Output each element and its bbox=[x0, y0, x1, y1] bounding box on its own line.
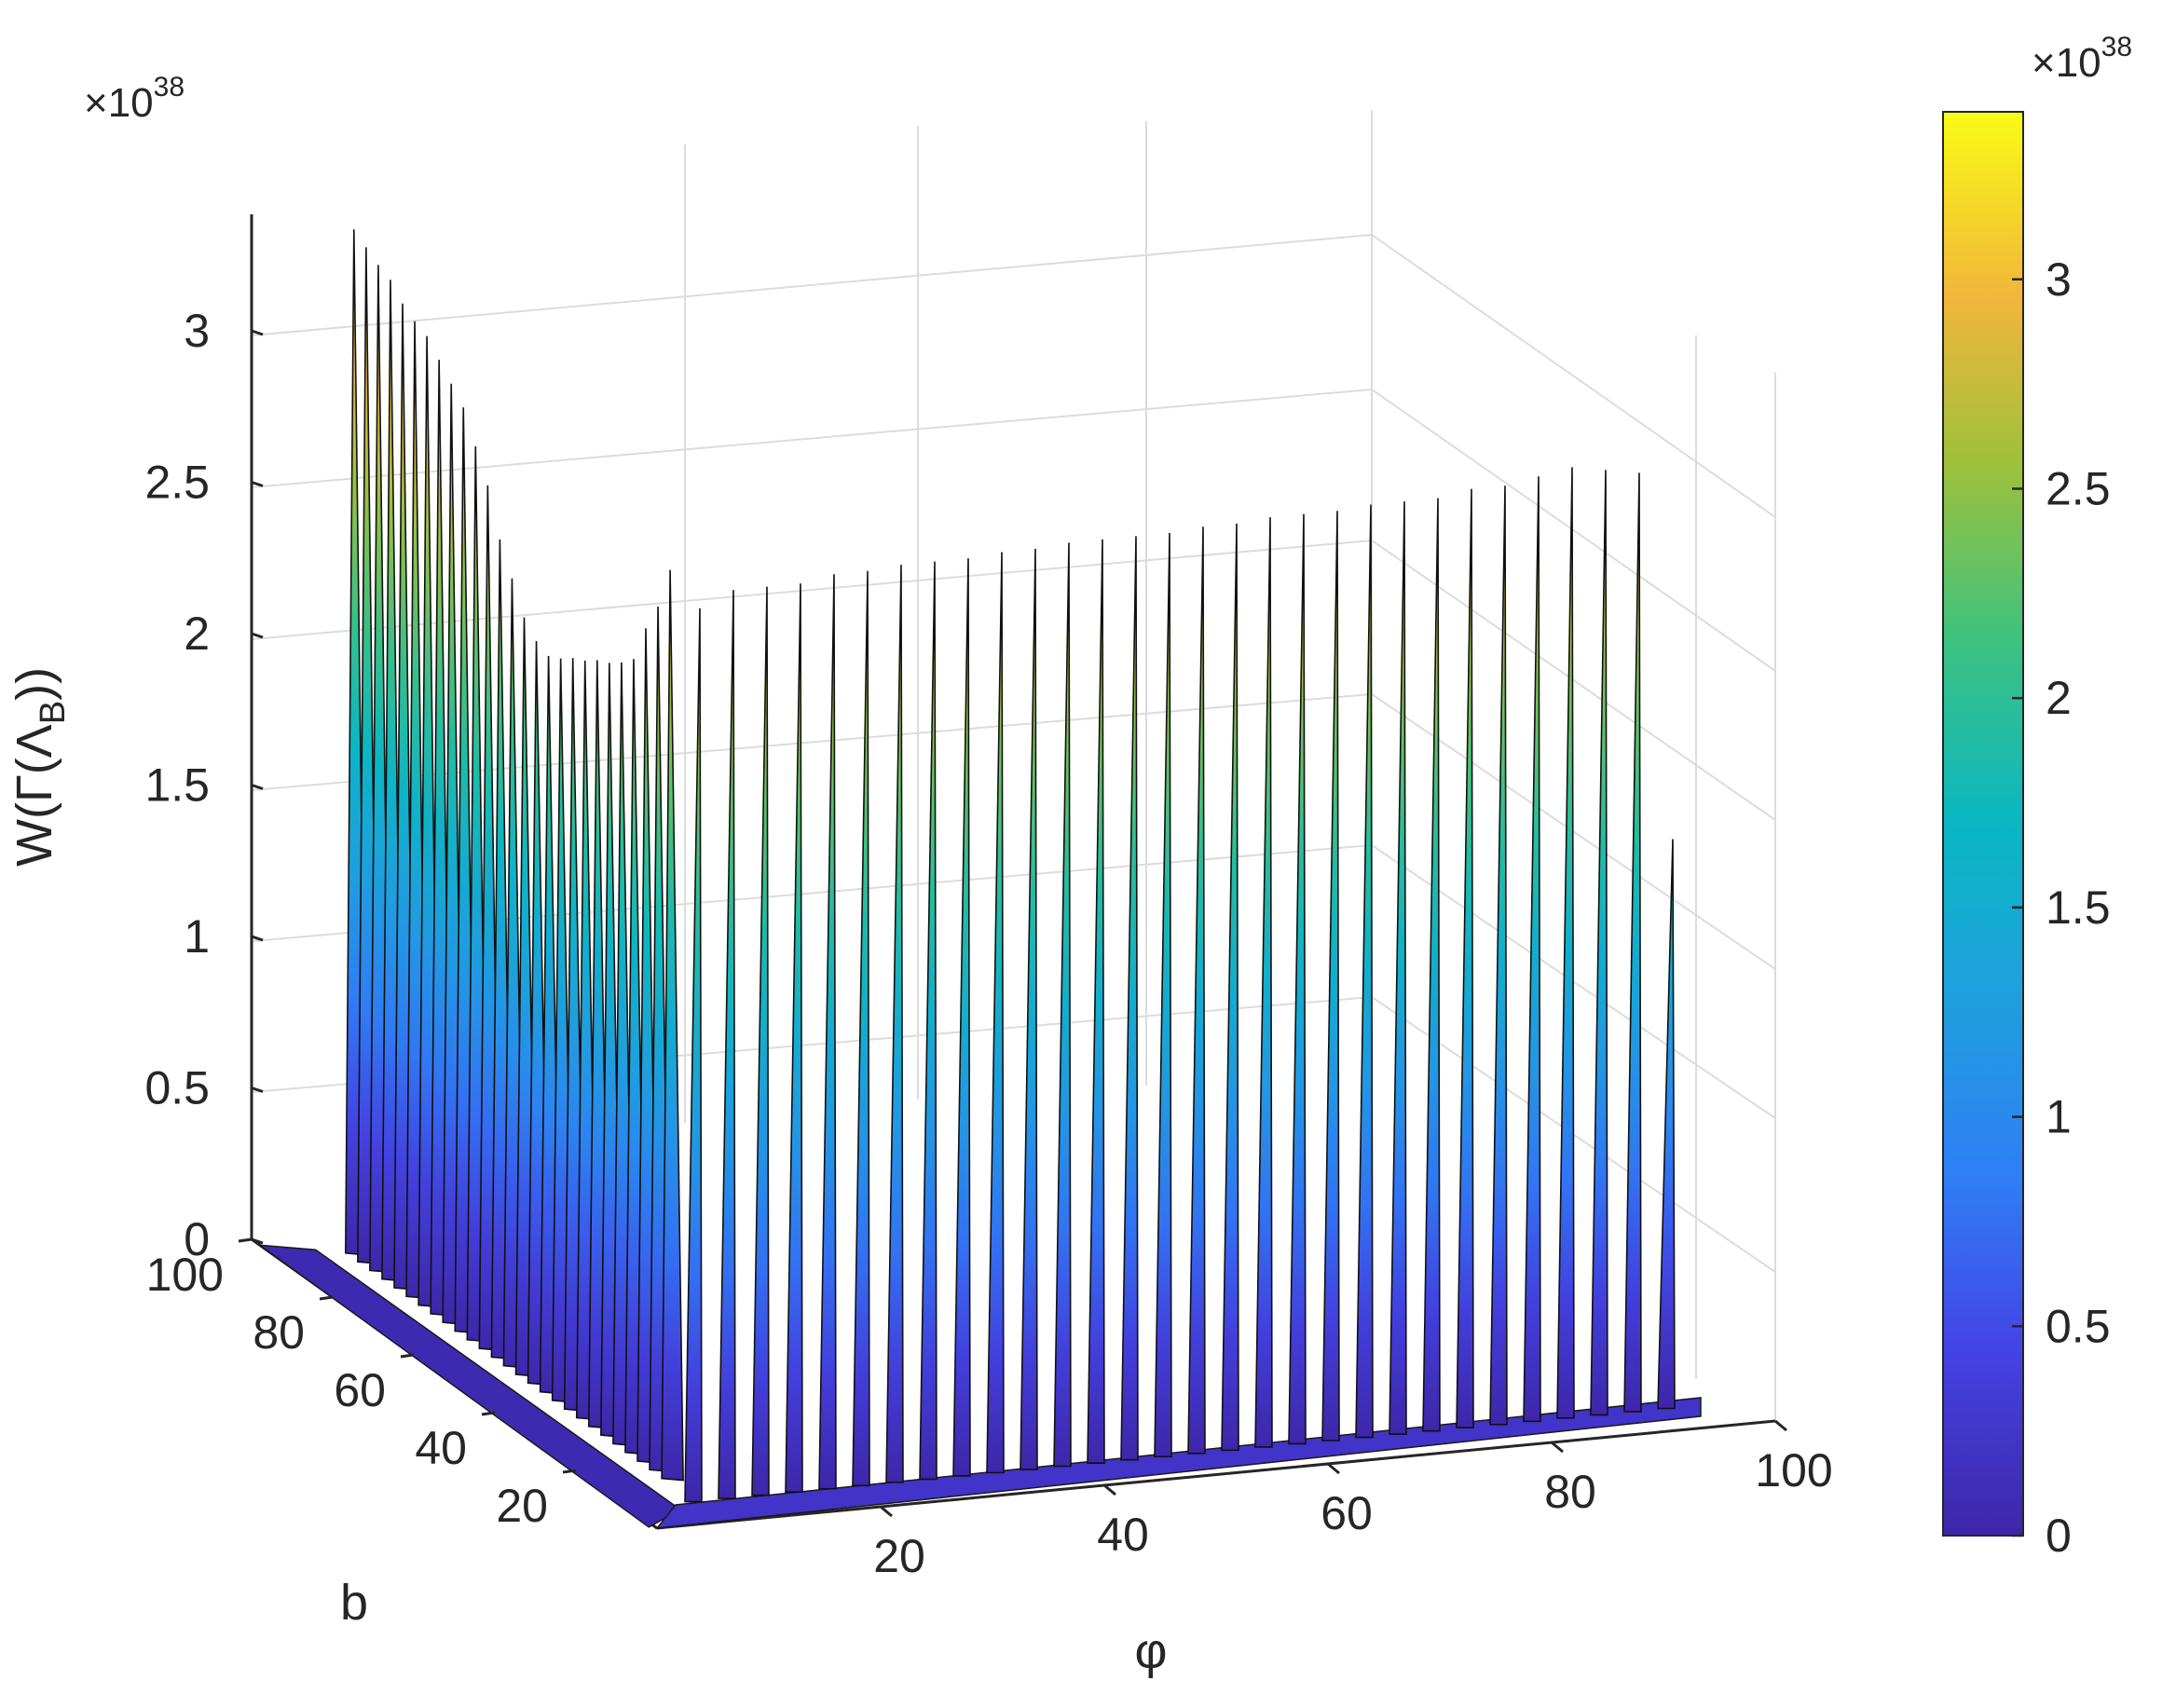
b-tick-label: 60 bbox=[334, 1364, 386, 1416]
z-axis-label: W(Γ(ΛB)) bbox=[7, 667, 73, 867]
phi-ridge-sheet bbox=[1321, 511, 1340, 1442]
phi-tick-mark bbox=[1551, 1441, 1564, 1454]
z-tick-label: 2.5 bbox=[144, 457, 210, 509]
phi-ridge-sheet bbox=[1020, 549, 1038, 1470]
phi-tick-mark bbox=[1774, 1419, 1787, 1432]
b-tick-mark bbox=[481, 1411, 496, 1416]
phi-ridge-sheet bbox=[1221, 523, 1239, 1452]
phi-ridge-sheet bbox=[1489, 485, 1508, 1426]
phi-ridge-sheet bbox=[1556, 467, 1575, 1419]
phi-tick-label: 80 bbox=[1544, 1466, 1596, 1518]
phi-ridge-sheet bbox=[1389, 501, 1407, 1435]
phi-tick-mark bbox=[880, 1505, 893, 1518]
z-tick-mark bbox=[251, 632, 264, 639]
phi-ridge-sheet bbox=[1657, 839, 1676, 1410]
colorbar-tick-label: 3 bbox=[2046, 253, 2072, 306]
surface-b-ridges bbox=[344, 229, 684, 1482]
b-axis-label: b bbox=[340, 1575, 368, 1631]
z-tick-mark bbox=[251, 784, 264, 790]
phi-ridge-sheet bbox=[952, 558, 971, 1477]
z-axis-ticks: 0 0.5 1 1.5 2 2.5 3 bbox=[144, 305, 264, 1265]
phi-ridge-sheet bbox=[1623, 472, 1642, 1413]
z-tick-mark bbox=[251, 329, 264, 336]
phi-ridge-sheet bbox=[1456, 488, 1474, 1428]
phi-tick-label: 20 bbox=[873, 1530, 925, 1582]
b-tick-label: 20 bbox=[496, 1480, 548, 1532]
z-tick-label: 1 bbox=[184, 910, 210, 963]
phi-ridge-sheet bbox=[718, 590, 736, 1499]
b-ridge-sheet bbox=[661, 569, 684, 1482]
phi-ridge-sheet bbox=[885, 565, 904, 1483]
phi-ridge-sheet bbox=[684, 608, 703, 1503]
phi-ridge-sheet bbox=[751, 586, 770, 1496]
phi-axis-ticks: 20 40 60 80 100 bbox=[873, 1419, 1833, 1582]
z-exponent: ×1038 bbox=[84, 72, 185, 126]
z-tick-label: 2 bbox=[184, 608, 210, 660]
phi-tick-label: 100 bbox=[1755, 1444, 1832, 1496]
colorbar bbox=[1942, 111, 2024, 1537]
phi-ridge-sheet bbox=[1120, 536, 1139, 1461]
colorbar-tick-label: 1.5 bbox=[2046, 881, 2111, 934]
z-tick-label: 3 bbox=[184, 305, 210, 357]
phi-ridge-sheet bbox=[1422, 498, 1441, 1432]
phi-ridge-sheet bbox=[1590, 470, 1608, 1416]
colorbar-tick-label: 1 bbox=[2046, 1091, 2072, 1143]
phi-ridge-sheet bbox=[1523, 476, 1541, 1423]
b-tick-mark bbox=[562, 1469, 577, 1474]
phi-ridge-sheet bbox=[986, 552, 1005, 1474]
phi-ridge-sheet bbox=[1087, 539, 1105, 1464]
phi-ridge-sheet bbox=[1288, 513, 1307, 1445]
z-tick-mark bbox=[251, 935, 264, 942]
b-tick-mark bbox=[319, 1295, 334, 1301]
phi-ridge-sheet bbox=[852, 570, 870, 1487]
phi-ridge-sheet bbox=[1254, 517, 1273, 1448]
colorbar-tick-label: 0 bbox=[2046, 1510, 2072, 1562]
phi-tick-label: 60 bbox=[1321, 1487, 1373, 1539]
colorbar-tick-label: 0.5 bbox=[2046, 1300, 2111, 1352]
z-tick-label: 0 bbox=[184, 1213, 210, 1265]
b-tick-label: 100 bbox=[146, 1249, 224, 1301]
z-tick-mark bbox=[251, 481, 264, 487]
b-axis-ticks: 20 40 60 80 100 bbox=[146, 1237, 577, 1532]
phi-axis-label: φ bbox=[1134, 1623, 1167, 1679]
phi-ridge-sheet bbox=[919, 561, 937, 1481]
surface-phi-ridges bbox=[684, 467, 1676, 1503]
phi-ridge-sheet bbox=[1154, 532, 1172, 1458]
b-tick-mark bbox=[400, 1353, 415, 1359]
b-tick-label: 40 bbox=[415, 1422, 467, 1474]
colorbar-tick-label: 2.5 bbox=[2046, 462, 2111, 514]
phi-ridge-sheet bbox=[818, 574, 837, 1490]
phi-ridge-sheet bbox=[1187, 526, 1206, 1455]
phi-ridge-sheet bbox=[1355, 504, 1374, 1439]
b-tick-mark bbox=[238, 1237, 253, 1243]
b-tick-label: 80 bbox=[253, 1306, 305, 1359]
z-tick-mark bbox=[251, 1237, 264, 1245]
z-tick-label: 1.5 bbox=[144, 759, 210, 812]
phi-ridge-sheet bbox=[1053, 542, 1072, 1468]
colorbar-exponent: ×1038 bbox=[2032, 32, 2132, 86]
z-tick-label: 0.5 bbox=[144, 1062, 210, 1114]
phi-ridge-sheet bbox=[785, 583, 803, 1493]
phi-tick-mark bbox=[1103, 1483, 1116, 1496]
z-tick-mark bbox=[251, 1086, 264, 1093]
phi-tick-label: 40 bbox=[1097, 1509, 1149, 1561]
colorbar-tick-label: 2 bbox=[2046, 672, 2072, 724]
colorbar-ticks: 0 0.5 1 1.5 2 2.5 3 bbox=[2012, 253, 2111, 1562]
phi-tick-mark bbox=[1327, 1462, 1340, 1475]
